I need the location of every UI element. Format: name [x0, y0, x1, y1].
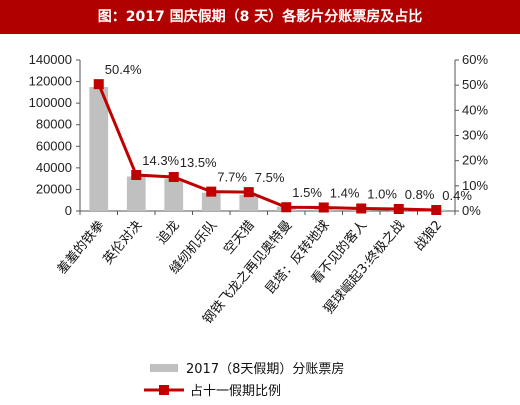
line-marker [93, 79, 104, 90]
y-tick-label-left: 100000 [29, 95, 72, 110]
y-tick-label-left: 140000 [29, 52, 72, 67]
bar-series [89, 86, 446, 211]
data-label: 1.4% [330, 185, 360, 200]
data-label: 0.8% [405, 187, 435, 202]
y-tick-label-right: 10% [462, 178, 488, 193]
bar [89, 86, 109, 211]
legend-swatch-bar [150, 364, 178, 372]
line-marker [243, 187, 254, 198]
bar [126, 176, 146, 211]
y-tick-label-left: 60000 [36, 138, 72, 153]
chart-title: 图：2017 国庆假期（8 天）各影片分账票房及占比 [97, 9, 423, 25]
line-series [93, 79, 442, 215]
legend-swatch-marker [159, 385, 169, 395]
line-marker [356, 203, 367, 214]
data-label: 13.5% [180, 155, 217, 170]
line-marker [318, 202, 329, 213]
y-tick-label-left: 40000 [36, 160, 72, 175]
legend-label-line: 占十一假期比例 [190, 384, 281, 399]
legend-label-bar: 2017（8天假期）分账票房 [186, 361, 344, 377]
y-tick-label-right: 30% [462, 128, 488, 143]
y-tick-label-left: 0 [65, 203, 72, 218]
y-tick-label-left: 120000 [29, 74, 72, 89]
data-labels: 50.4% 14.3% 13.5%7.7% 7.5% 1.5% 1.4% 1.0% 0.8% 0… [105, 62, 473, 203]
line-marker [168, 172, 179, 183]
line-marker [431, 204, 442, 215]
x-category-label: 羞羞的铁拳 [54, 217, 108, 277]
x-category-label: 英伦对决 [100, 218, 145, 267]
bar [164, 178, 184, 211]
y-tick-label-right: 60% [462, 52, 488, 67]
bar [239, 194, 259, 211]
line-marker [131, 170, 142, 181]
bar [201, 192, 221, 211]
y-tick-label-right: 20% [462, 153, 488, 168]
data-label: 1.0% [367, 186, 397, 201]
data-label: 50.4% [105, 62, 142, 77]
line-marker [393, 203, 404, 214]
x-category-label: 空天猎 [221, 218, 258, 258]
chart-axes: 0 20000 40000 60000 80000 100000 120000 140000 0… [29, 52, 489, 218]
line-marker [281, 202, 292, 213]
data-label: 0.4% [442, 188, 472, 203]
series-line [97, 83, 437, 212]
line-marker [206, 186, 217, 197]
y-tick-label-left: 80000 [36, 117, 72, 132]
x-category-label: 战狼2 [412, 218, 446, 254]
title-bar [0, 0, 520, 34]
data-label: 1.5% [292, 185, 322, 200]
y-tick-label-left: 20000 [36, 181, 72, 196]
y-tick-label-right: 50% [462, 77, 488, 92]
y-tick-label-right: 40% [462, 102, 488, 117]
data-label: 14.3% [142, 153, 179, 168]
y-tick-label-right: 0% [462, 203, 481, 218]
data-label: 7.7% [217, 170, 247, 185]
data-label: 7.5% [255, 170, 285, 185]
x-category-label: 追龙 [154, 217, 183, 247]
